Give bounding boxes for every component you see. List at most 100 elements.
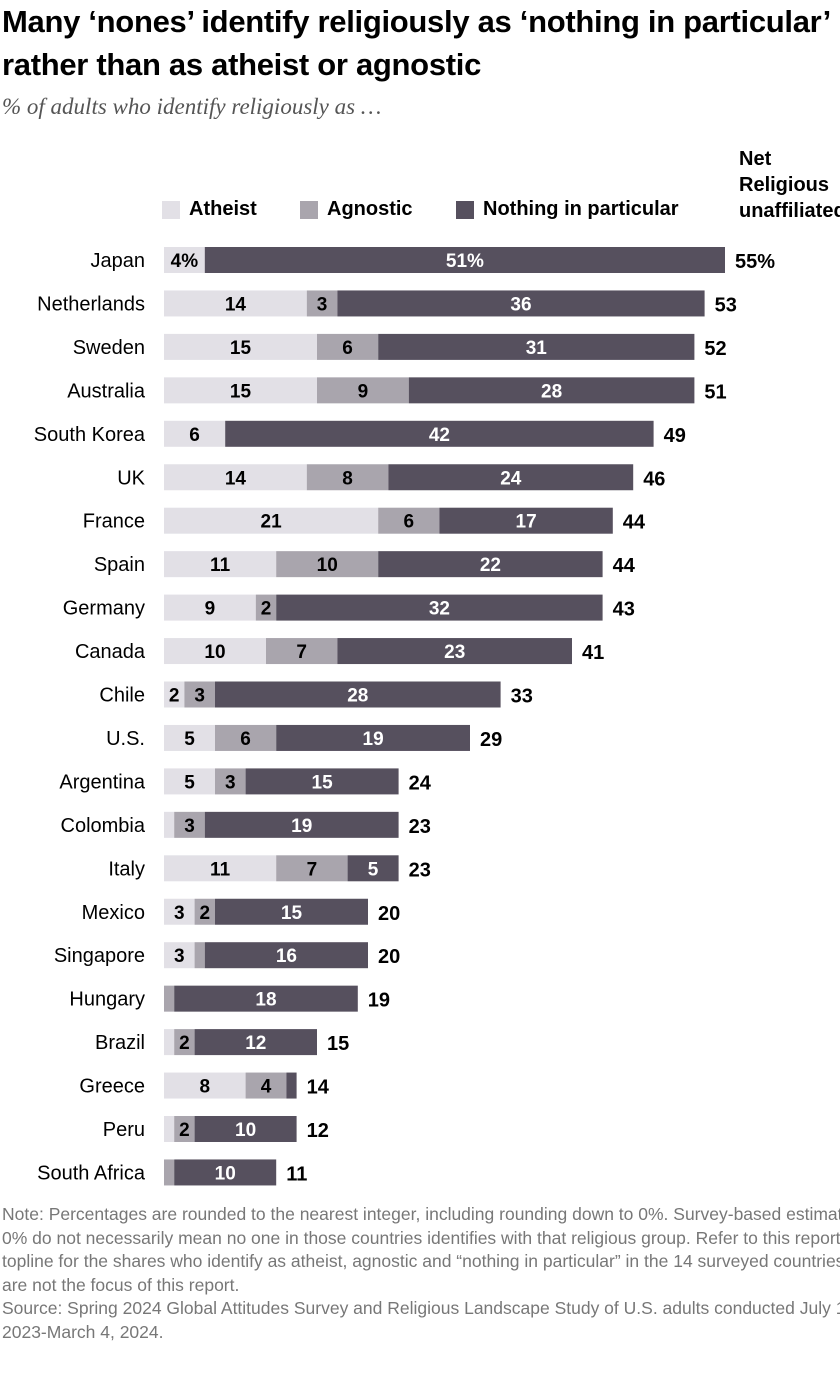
data-label-agnostic-greece: 4 [261, 1077, 272, 1098]
country-label-italy: Italy [108, 858, 145, 880]
bar-row-argentina: Argentina 5 3 15 24 [59, 768, 432, 795]
bar-nothing-in-particular-germany [276, 594, 603, 621]
bar-atheist-sweden [164, 333, 317, 360]
bar-row-greece: Greece 8 4 14 [79, 1072, 330, 1099]
data-label-nothing-in-particular-u-s: 19 [363, 729, 384, 750]
data-label-agnostic-peru: 2 [179, 1120, 190, 1141]
country-label-colombia: Colombia [61, 815, 146, 837]
source-text: Source: Spring 2024 Global Attitudes Sur… [2, 1298, 840, 1342]
data-label-nothing-in-particular-argentina: 15 [312, 772, 334, 793]
data-label-nothing-in-particular-colombia: 19 [291, 816, 312, 837]
bar-agnostic-germany [255, 594, 277, 621]
country-label-chile: Chile [99, 685, 145, 707]
country-label-brazil: Brazil [95, 1032, 145, 1054]
bar-nothing-in-particular-hungary [174, 985, 358, 1012]
net-label-u-s: 29 [480, 729, 502, 751]
bar-row-u-s: U.S. 5 6 19 29 [106, 724, 502, 751]
bar-row-canada: Canada 10 7 23 41 [75, 638, 604, 665]
bar-nothing-in-particular-japan [204, 247, 726, 273]
bar-row-spain: Spain 11 10 22 44 [94, 551, 636, 578]
country-label-netherlands: Netherlands [37, 293, 145, 315]
bar-nothing-in-particular-spain [378, 551, 603, 578]
bar-atheist-netherlands [164, 290, 307, 317]
data-label-atheist-japan: 4% [171, 251, 199, 272]
data-label-atheist-south-korea: 6 [189, 425, 200, 446]
data-label-agnostic-netherlands: 3 [317, 294, 328, 315]
data-label-nothing-in-particular-australia: 28 [541, 381, 562, 402]
data-label-agnostic-australia: 9 [358, 381, 369, 402]
data-label-nothing-in-particular-south-africa: 10 [215, 1163, 236, 1184]
data-label-nothing-in-particular-hungary: 18 [255, 990, 276, 1011]
net-column-header: Net Religious unaffiliated [739, 148, 840, 222]
country-label-sweden: Sweden [73, 337, 145, 359]
bar-atheist-u-s [164, 724, 215, 751]
note-text: Note: Percentages are rounded to the nea… [2, 1204, 840, 1295]
bar-row-colombia: Colombia 3 19 23 [61, 811, 431, 838]
bar-row-netherlands: Netherlands 14 3 36 53 [37, 290, 737, 317]
data-label-nothing-in-particular-uk: 24 [500, 468, 522, 489]
country-label-south-africa: South Africa [37, 1162, 146, 1184]
bar-agnostic-argentina [215, 768, 246, 795]
bar-atheist-australia [164, 377, 317, 404]
bar-nothing-in-particular-brazil [194, 1029, 317, 1056]
bar-atheist-canada [164, 638, 266, 665]
net-label-italy: 23 [409, 859, 431, 881]
data-label-atheist-singapore: 3 [174, 946, 185, 967]
bar-nothing-in-particular-australia [408, 377, 695, 404]
bar-atheist-south-korea [164, 420, 226, 447]
data-label-agnostic-italy: 7 [307, 859, 318, 880]
bar-atheist-greece [164, 1072, 246, 1099]
data-label-agnostic-france: 6 [404, 512, 415, 533]
data-label-agnostic-uk: 8 [342, 468, 353, 489]
data-label-agnostic-sweden: 6 [342, 338, 353, 359]
net-label-south-africa: 11 [286, 1163, 307, 1185]
bar-agnostic-sweden [317, 333, 379, 360]
net-label-japan: 55% [735, 251, 775, 273]
bar-agnostic-france [378, 507, 440, 534]
bar-nothing-in-particular-sweden [378, 333, 695, 360]
country-label-france: France [83, 511, 145, 533]
bar-row-italy: Italy 11 7 5 23 [108, 855, 431, 882]
legend-swatch-agnostic [300, 200, 318, 219]
bar-atheist-germany [164, 594, 256, 621]
bar-agnostic-uk [306, 464, 389, 491]
bar-row-south-korea: South Korea 6 42 49 [34, 420, 686, 447]
bar-atheist-spain [164, 551, 277, 578]
bar-agnostic-colombia [174, 811, 205, 838]
data-label-atheist-germany: 9 [205, 599, 216, 620]
bar-row-germany: Germany 9 2 32 43 [63, 594, 635, 621]
data-label-nothing-in-particular-japan: 51% [446, 251, 484, 272]
data-label-agnostic-argentina: 3 [225, 772, 236, 793]
data-label-atheist-greece: 8 [200, 1077, 211, 1098]
legend-item-agnostic: Agnostic [300, 198, 413, 221]
data-label-nothing-in-particular-singapore: 16 [276, 946, 297, 967]
bar-row-chile: Chile 2 3 28 33 [99, 681, 533, 708]
country-label-spain: Spain [94, 554, 145, 576]
data-label-atheist-spain: 11 [210, 555, 231, 576]
bar-row-south-africa: South Africa 10 11 [37, 1159, 307, 1186]
bar-row-france: France 21 6 17 44 [83, 507, 646, 534]
country-label-greece: Greece [79, 1076, 145, 1098]
net-label-hungary: 19 [368, 990, 390, 1012]
data-label-agnostic-germany: 2 [261, 599, 272, 620]
net-label-mexico: 20 [378, 903, 400, 925]
legend-swatch-nothing [456, 200, 474, 219]
chart-title: Many ‘nones’ identify religiously as ‘no… [2, 4, 830, 82]
net-label-greece: 14 [307, 1077, 330, 1099]
bar-nothing-in-particular-greece [286, 1072, 297, 1099]
bar-agnostic-mexico [194, 898, 215, 925]
bar-atheist-colombia [164, 811, 175, 838]
data-label-agnostic-chile: 3 [194, 686, 205, 707]
bar-row-australia: Australia 15 9 28 51 [67, 377, 727, 404]
net-label-chile: 33 [511, 686, 533, 708]
data-label-atheist-uk: 14 [225, 468, 247, 489]
data-label-nothing-in-particular-spain: 22 [480, 555, 501, 576]
bar-atheist-uk [164, 464, 307, 491]
legend-item-nothing: Nothing in particular [456, 198, 679, 221]
data-label-agnostic-spain: 10 [317, 555, 338, 576]
data-label-atheist-canada: 10 [204, 642, 225, 663]
legend-label-nothing: Nothing in particular [483, 198, 679, 220]
country-label-uk: UK [117, 467, 145, 489]
bar-nothing-in-particular-peru [194, 1116, 297, 1142]
bar-atheist-peru [164, 1116, 175, 1142]
